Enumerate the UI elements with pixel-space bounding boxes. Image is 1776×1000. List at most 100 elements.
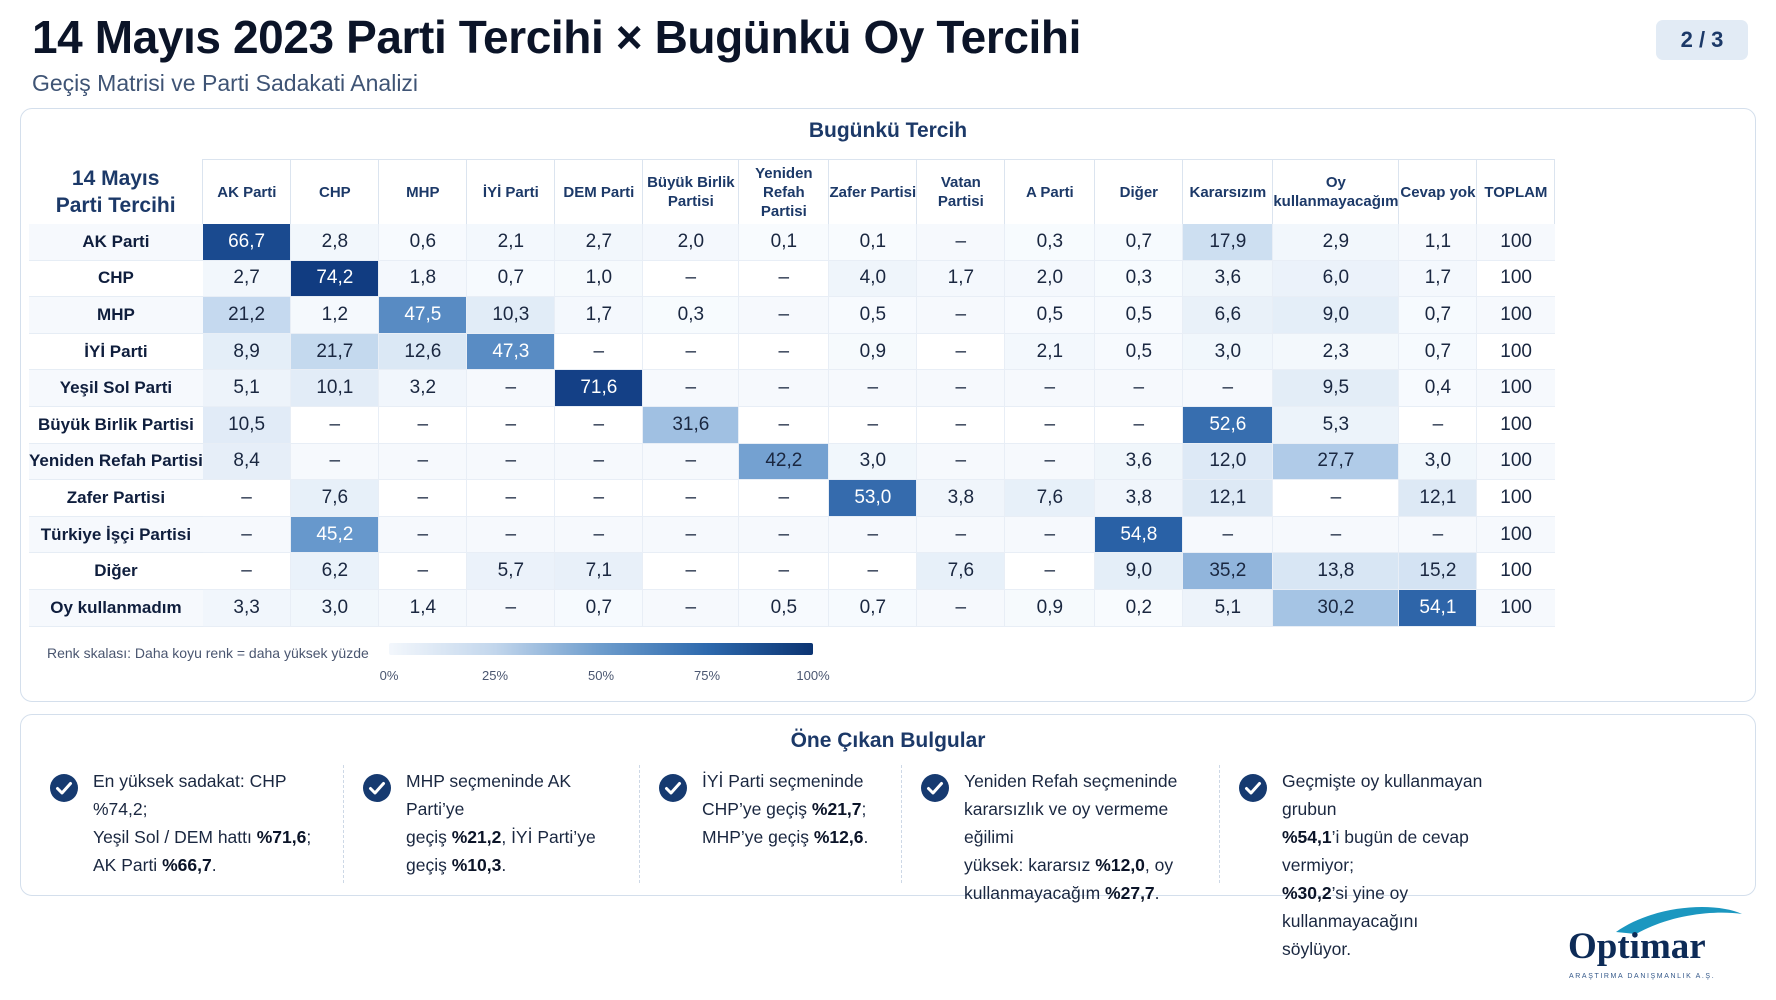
heatmap-cell: 0,7 xyxy=(466,260,556,298)
heatmap-cell: 5,1 xyxy=(1182,589,1274,627)
finding-item: Yeniden Refah seçmeninde kararsızlık ve o… xyxy=(901,765,1219,903)
heatmap-cell: 17,9 xyxy=(1182,224,1274,261)
heatmap-cell: – xyxy=(1094,406,1184,444)
heatmap-cell: 21,7 xyxy=(290,333,380,371)
finding-segment: . xyxy=(1154,883,1160,903)
heatmap-cell: 7,6 xyxy=(1004,479,1096,517)
heatmap-cell: 0,9 xyxy=(828,333,918,371)
heatmap-cell: 1,0 xyxy=(554,260,644,298)
heatmap-cell: 10,3 xyxy=(466,296,556,334)
heatmap-cell: – xyxy=(1094,369,1184,407)
heatmap-cell: – xyxy=(642,552,740,590)
heatmap-cell: – xyxy=(642,443,740,481)
heatmap-cell: 2,0 xyxy=(642,224,740,261)
finding-segment: yüksek: kararsız xyxy=(964,855,1096,875)
matrix-row: CHP 2,7 74,2 1,8 0,7 1,0– –4,0 1,7 2,0 0,3 3,6 6,0 1… xyxy=(29,260,1555,298)
heatmap-cell: – xyxy=(828,369,918,407)
findings-panel: Öne Çıkan Bulgular En yüksek sadakat: CH… xyxy=(20,714,1756,959)
heatmap-cell: 0,5 xyxy=(1094,296,1184,334)
heatmap-cell: 66,7 xyxy=(202,224,292,261)
finding-highlight: %27,7 xyxy=(1105,883,1155,903)
heatmap-cell: – xyxy=(642,589,740,627)
heatmap-cell: 5,3 xyxy=(1272,406,1400,444)
finding-segment: ’i bugün de cevap vermiyor; xyxy=(1282,827,1469,875)
heatmap-cell: 12,1 xyxy=(1182,479,1274,517)
page-indicator: 2 / 3 xyxy=(1656,20,1748,60)
row-header: CHP xyxy=(29,260,203,298)
finding-segment: Yeşil Sol / DEM hattı xyxy=(93,827,257,847)
row-header: Yeşil Sol Parti xyxy=(29,369,203,407)
heatmap-cell: – xyxy=(916,369,1006,407)
color-scale-label: Renk skalası: Daha koyu renk = daha yüks… xyxy=(47,645,369,661)
heatmap-cell: 0,9 xyxy=(1004,589,1096,627)
heatmap-cell: 0,6 xyxy=(378,224,468,261)
column-header: Zafer Partisi xyxy=(828,159,918,224)
heatmap-cell: 0,7 xyxy=(554,589,644,627)
matrix-row: Türkiye İşçi Partisi –45,2– – – – – – – –54,8– – –… xyxy=(29,516,1555,554)
row-axis-title: 14 Mayıs Parti Tercihi xyxy=(55,166,176,217)
finding-segment: kullanmayacağım xyxy=(964,883,1106,903)
heatmap-cell: 9,0 xyxy=(1094,552,1184,590)
column-header: Diğer xyxy=(1094,159,1184,224)
column-header: Yeniden Refah Partisi xyxy=(738,159,830,224)
check-circle-icon xyxy=(363,774,391,802)
heatmap-cell: 2,8 xyxy=(290,224,380,261)
color-scale-tick: 100% xyxy=(796,668,830,683)
column-header: DEM Parti xyxy=(554,159,644,224)
heatmap-cell: – xyxy=(916,589,1006,627)
heatmap-cell: 12,1 xyxy=(1398,479,1478,517)
column-header: Büyük Birlik Partisi xyxy=(642,159,740,224)
row-total: 100 xyxy=(1476,443,1555,481)
logo-swoosh xyxy=(1616,907,1742,934)
heatmap-cell: – xyxy=(642,479,740,517)
heatmap-cell: – xyxy=(1004,406,1096,444)
heatmap-cell: 7,6 xyxy=(916,552,1006,590)
finding-text: İYİ Parti seçmeninde CHP’ye geçiş %21,7; M… xyxy=(702,767,868,851)
row-total: 100 xyxy=(1476,333,1555,371)
column-header: MHP xyxy=(378,159,468,224)
heatmap-cell: 1,4 xyxy=(378,589,468,627)
heatmap-cell: 42,2 xyxy=(738,443,830,481)
heatmap-cell: 3,2 xyxy=(378,369,468,407)
heatmap-cell: 2,7 xyxy=(554,224,644,261)
row-header: İYİ Parti xyxy=(29,333,203,371)
matrix-row: Yeniden Refah Partisi 8,4– – – – –42,2 3,0– –3,… xyxy=(29,443,1555,481)
row-header: Yeniden Refah Partisi xyxy=(29,443,203,481)
finding-segment: En yüksek sadakat: CHP %74,2; xyxy=(93,771,287,819)
row-total: 100 xyxy=(1476,224,1555,261)
heatmap-cell: – xyxy=(466,479,556,517)
heatmap-cell: – xyxy=(466,369,556,407)
column-axis-title: Bugünkü Tercih xyxy=(808,119,968,142)
heatmap-cell: 45,2 xyxy=(290,516,380,554)
heatmap-cell: 12,6 xyxy=(378,333,468,371)
heatmap-cell: – xyxy=(1004,552,1096,590)
row-total: 100 xyxy=(1476,479,1555,517)
finding-highlight: %66,7 xyxy=(162,855,212,875)
row-header: Diğer xyxy=(29,552,203,590)
heatmap-cell: 3,3 xyxy=(202,589,292,627)
heatmap-cell: 7,1 xyxy=(554,552,644,590)
heatmap-cell: 3,0 xyxy=(290,589,380,627)
heatmap-cell: 6,6 xyxy=(1182,296,1274,334)
finding-segment: , oy xyxy=(1144,855,1174,875)
finding-item: Geçmişte oy kullanmayan grubun %54,1’i bu… xyxy=(1219,765,1549,959)
heatmap-cell: 0,5 xyxy=(828,296,918,334)
heatmap-cell: 9,5 xyxy=(1272,369,1400,407)
heatmap-cell: – xyxy=(466,406,556,444)
heatmap-cell: 0,3 xyxy=(642,296,740,334)
heatmap-cell: 27,7 xyxy=(1272,443,1400,481)
finding-highlight: %54,1 xyxy=(1282,827,1332,847)
finding-item: MHP seçmeninde AK Parti’ye geçiş %21,2, İ… xyxy=(343,765,639,883)
finding-segment: Geçmişte oy kullanmayan grubun xyxy=(1282,771,1483,819)
heatmap-cell: 0,5 xyxy=(1094,333,1184,371)
heatmap-cell: 0,4 xyxy=(1398,369,1478,407)
color-scale-tick: 75% xyxy=(693,668,721,683)
heatmap-cell: – xyxy=(916,296,1006,334)
heatmap-cell: 1,2 xyxy=(290,296,380,334)
column-header: A Parti xyxy=(1004,159,1096,224)
heatmap-cell: 3,6 xyxy=(1182,260,1274,298)
page-subtitle: Geçiş Matrisi ve Parti Sadakati Analizi xyxy=(32,70,419,96)
row-total: 100 xyxy=(1476,369,1555,407)
row-total: 100 xyxy=(1476,516,1555,554)
heatmap-cell: – xyxy=(554,406,644,444)
